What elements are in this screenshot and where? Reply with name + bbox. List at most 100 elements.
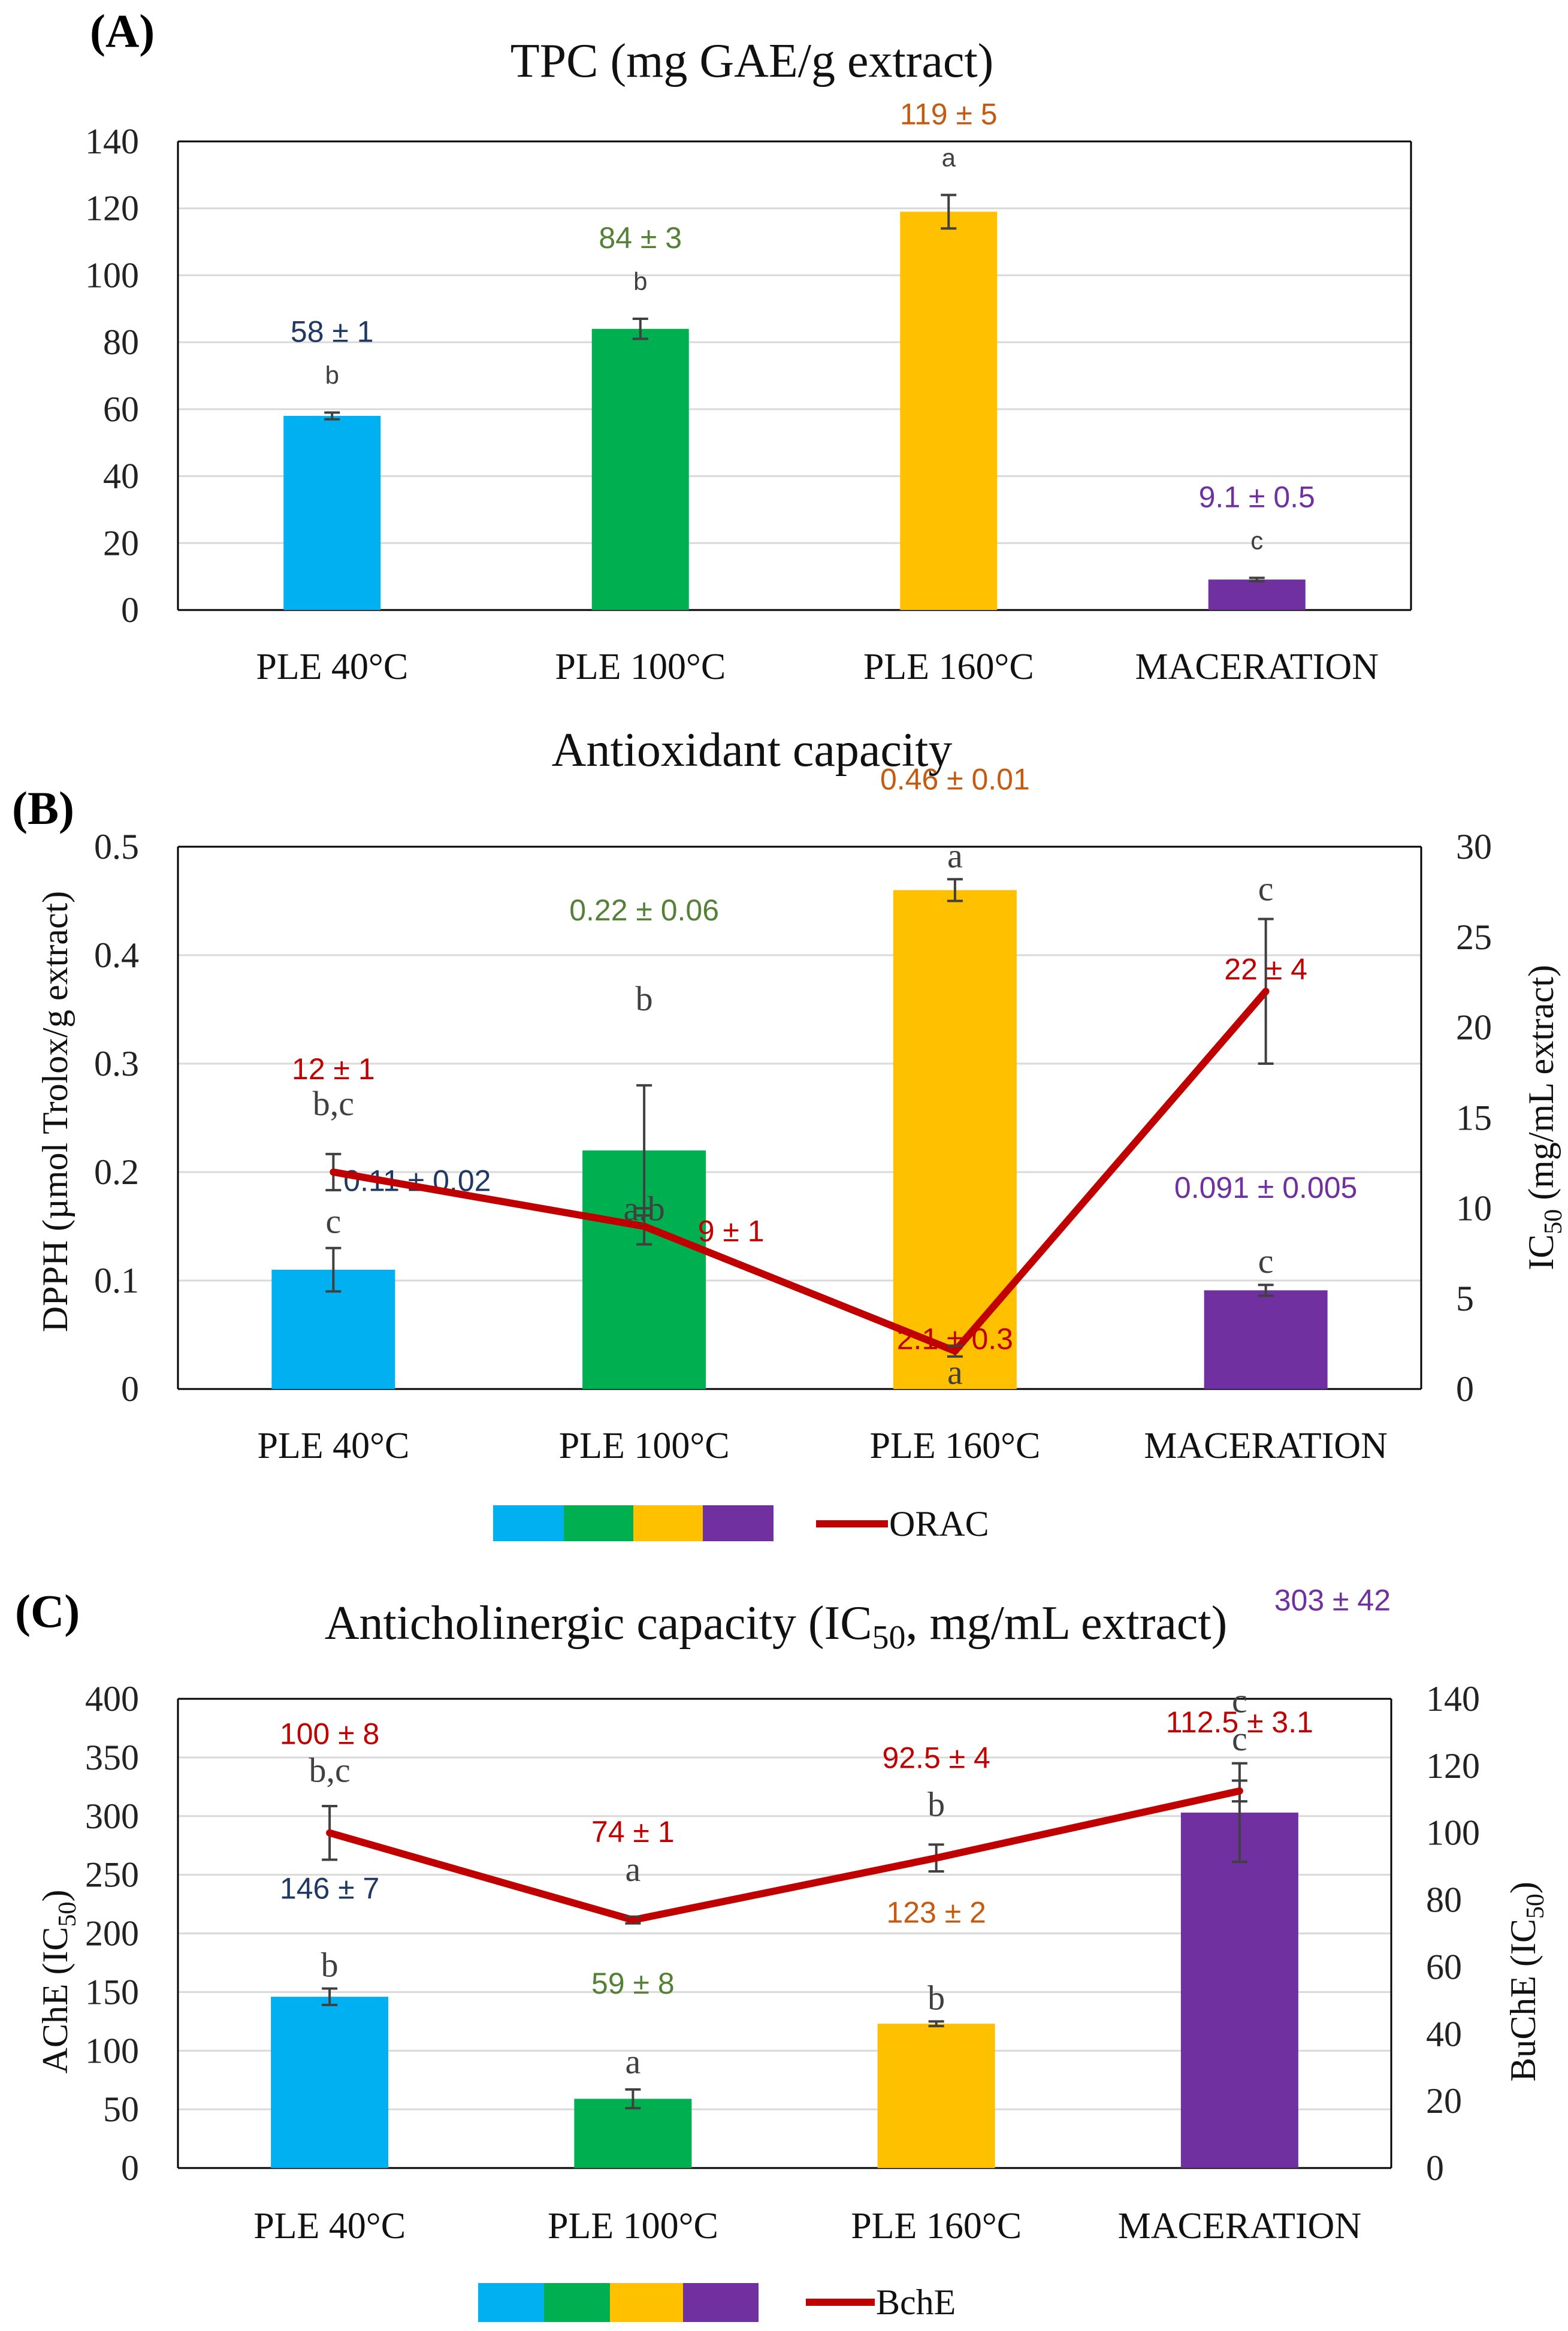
x-tick-label-maceration: MACERATION <box>1135 647 1379 687</box>
x-tick-label-ple-40-c: PLE 40°C <box>257 1426 409 1466</box>
significance-letter: b <box>636 979 653 1018</box>
legend-label-orac: ORAC <box>889 1504 989 1544</box>
significance-letter: b <box>927 1978 945 2017</box>
panel-b-right-axis-title: IC50 (mg/mL extract) <box>1521 965 1567 1270</box>
bar-ple-40-c <box>283 416 381 610</box>
y-tick-left-label: 0.3 <box>94 1044 139 1083</box>
y-tick-left-label: 0.2 <box>94 1152 139 1192</box>
data-label: 0.46 ± 0.01 <box>880 762 1030 796</box>
y-tick-right-label: 80 <box>1426 1880 1462 1920</box>
y-tick-right-label: 40 <box>1426 2014 1462 2054</box>
x-tick-label-ple-100-c: PLE 100°C <box>548 2206 718 2247</box>
bar-ple-100-c <box>574 2098 692 2168</box>
line-data-label: 9 ± 1 <box>698 1215 765 1248</box>
panel-b: Antioxidant capacity (B) DPPH (µmol Trol… <box>12 724 1567 1544</box>
significance-letter: c <box>1250 526 1263 554</box>
y-tick-left-label: 0 <box>121 2148 139 2188</box>
significance-letter: b <box>633 267 647 295</box>
legend-swatch-ple160 <box>610 2283 683 2322</box>
line-data-label: 22 ± 4 <box>1224 952 1307 986</box>
y-tick-left-label: 0 <box>121 1369 139 1409</box>
y-tick-right-label: 0 <box>1426 2148 1444 2188</box>
y-tick-left-label: 0 <box>121 590 139 630</box>
y-tick-right-label: 60 <box>1426 1947 1462 1986</box>
y-tick-left-label: 400 <box>85 1679 139 1719</box>
significance-letter: a <box>947 836 963 875</box>
y-tick-left-label: 50 <box>103 2090 139 2129</box>
significance-letter: a <box>942 143 956 171</box>
data-label: 84 ± 3 <box>599 221 682 255</box>
line-significance-letter: c <box>1232 1719 1247 1758</box>
panel-b-title: Antioxidant capacity <box>552 724 953 777</box>
data-label: 59 ± 8 <box>591 1967 675 2000</box>
bar-ple-160-c <box>893 890 1017 1389</box>
line-data-label: 12 ± 1 <box>292 1052 375 1086</box>
y-tick-right-label: 120 <box>1426 1746 1480 1786</box>
panel-c-right-axis-title: BuChE (IC50) <box>1503 1882 1549 2082</box>
line-significance-letter: a <box>947 1353 963 1392</box>
panel-c: (C) Anticholinergic capacity (IC50, mg/m… <box>15 1584 1549 2322</box>
significance-letter: b <box>321 1946 339 1985</box>
data-label: 123 ± 2 <box>886 1895 986 1929</box>
legend-swatch-maceration <box>683 2283 759 2322</box>
panel-b-left-axis-title: DPPH (µmol Trolox/g extract) <box>35 891 75 1332</box>
panel-c-title: Anticholinergic capacity (IC50, mg/mL ex… <box>325 1597 1228 1656</box>
line-data-label: 92.5 ± 4 <box>882 1741 990 1775</box>
x-tick-label-ple-40-c: PLE 40°C <box>256 647 408 687</box>
line-orac <box>333 989 1269 1355</box>
line-data-label: 112.5 ± 3.1 <box>1166 1705 1313 1739</box>
line-point <box>326 1829 334 1837</box>
line-point <box>629 1916 637 1924</box>
bar-maceration <box>1180 1812 1298 2168</box>
line-data-label: 100 ± 8 <box>280 1717 379 1751</box>
x-tick-label-ple-160-c: PLE 160°C <box>851 2206 1022 2247</box>
y-tick-right-label: 15 <box>1456 1098 1492 1138</box>
bar-maceration <box>1208 579 1306 610</box>
panel-c-left-axis-title: AChE (IC50) <box>35 1890 81 2074</box>
significance-letter: b <box>325 361 339 389</box>
data-label: 303 ± 42 <box>1274 1584 1391 1617</box>
line-significance-letter: a,b <box>624 1189 665 1228</box>
y-tick-left-label: 0.4 <box>94 935 139 975</box>
line-significance-letter: a <box>626 1850 641 1889</box>
panel-c-label: (C) <box>15 1585 80 1637</box>
line-point <box>1235 1787 1243 1795</box>
x-tick-label-ple-100-c: PLE 100°C <box>559 1426 730 1466</box>
x-tick-label-ple-40-c: PLE 40°C <box>253 2206 406 2247</box>
panel-a-title: TPC (mg GAE/g extract) <box>510 35 993 87</box>
y-tick-right-label: 25 <box>1456 917 1492 957</box>
y-tick-right-label: 10 <box>1456 1188 1492 1228</box>
line-bche <box>328 1787 1241 1924</box>
y-tick-left-label: 20 <box>103 523 139 563</box>
y-tick-left-label: 100 <box>85 2031 139 2070</box>
x-tick-label-ple-160-c: PLE 160°C <box>869 1426 1040 1466</box>
significance-letter: c <box>326 1202 342 1241</box>
panel-a: (A) TPC (mg GAE/g extract) b 58 ± 1 b 84 ± … <box>85 5 1412 687</box>
panel-a-label: (A) <box>90 5 155 57</box>
significance-letter: c <box>1258 1242 1274 1281</box>
line-significance-letter: c <box>1258 869 1274 908</box>
y-tick-left-label: 80 <box>103 322 139 362</box>
y-tick-left-label: 0.1 <box>94 1261 139 1300</box>
panel-b-label: (B) <box>12 782 74 834</box>
line-significance-letter: b,c <box>309 1751 351 1790</box>
bar-ple-40-c <box>271 1997 389 2168</box>
y-tick-left-label: 300 <box>85 1796 139 1836</box>
y-tick-left-label: 200 <box>85 1914 139 1953</box>
legend-swatch-ple100 <box>564 1505 633 1541</box>
line-point <box>1262 988 1270 995</box>
data-label: 0.091 ± 0.005 <box>1174 1171 1357 1204</box>
y-tick-right-label: 20 <box>1456 1008 1492 1047</box>
line-point <box>641 1222 648 1230</box>
y-tick-right-label: 140 <box>1426 1679 1480 1719</box>
y-tick-right-label: 30 <box>1456 827 1492 866</box>
y-tick-left-label: 40 <box>103 457 139 496</box>
y-tick-left-label: 0.5 <box>94 827 139 866</box>
y-tick-left-label: 100 <box>85 255 139 295</box>
x-tick-label-maceration: MACERATION <box>1144 1426 1387 1466</box>
legend-swatch-ple100 <box>544 2283 610 2322</box>
line-data-label: 2.1 ± 0.3 <box>897 1322 1013 1356</box>
line-data-label: 74 ± 1 <box>591 1815 675 1849</box>
legend-swatch-ple160 <box>633 1505 703 1541</box>
